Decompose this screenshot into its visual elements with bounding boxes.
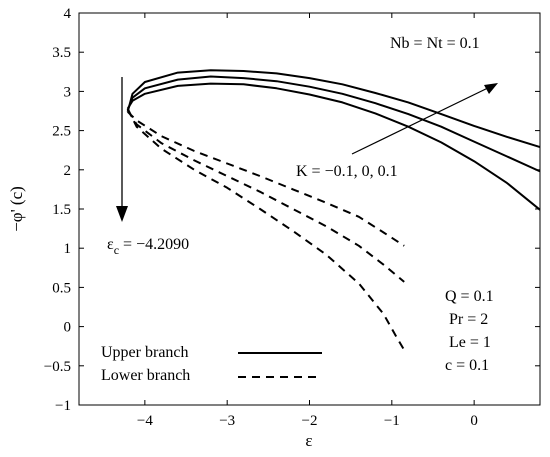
x-tick-label: −1 xyxy=(384,413,400,429)
axis-ticks: −4 −3 −2 −1 0 −1 −0.5 0 0.5 1 1.5 2 2.5 3 3.5 4 xyxy=(44,6,540,429)
x-tick-label: −4 xyxy=(137,413,153,429)
critical-arrow-head xyxy=(116,206,128,222)
y-tick-label: 2.5 xyxy=(52,124,71,140)
y-tick-label: 0.5 xyxy=(52,280,71,296)
y-tick-label: 3 xyxy=(64,84,72,100)
y-tick-label: 2 xyxy=(64,163,72,179)
legend-label-lower: Lower branch xyxy=(101,367,190,384)
x-axis-label: ε xyxy=(305,431,312,450)
y-tick-label: 3.5 xyxy=(52,45,71,61)
x-tick-label: −3 xyxy=(219,413,235,429)
y-tick-label: −1 xyxy=(55,398,71,414)
y-tick-label: 1 xyxy=(64,241,72,257)
nb-nt-arrow xyxy=(351,84,495,155)
legend-label-upper: Upper branch xyxy=(101,344,189,361)
critical-subscript: c xyxy=(114,243,119,257)
nb-nt-annotation: Nb = Nt = 0.1 xyxy=(390,35,480,52)
upper-branch-curve-1 xyxy=(126,69,541,149)
y-tick-label: 1.5 xyxy=(52,202,71,218)
lower-branch-curve-2 xyxy=(126,109,405,283)
param-pr: Pr = 2 xyxy=(449,311,488,328)
param-c: c = 0.1 xyxy=(445,357,489,374)
critical-annotation: εc = −4.2090 xyxy=(107,236,189,257)
y-tick-label: 0 xyxy=(64,320,72,336)
critical-symbol: ε xyxy=(107,236,114,253)
y-tick-label: 4 xyxy=(64,6,72,22)
lower-branch-curve-1 xyxy=(127,111,405,247)
upper-branch-curve-2 xyxy=(126,75,541,173)
upper-branch-curve-3 xyxy=(126,82,541,211)
param-q: Q = 0.1 xyxy=(445,288,494,305)
legend: Upper branch Lower branch xyxy=(101,344,322,384)
k-annotation: K = −0.1, 0, 0.1 xyxy=(296,163,398,180)
y-tick-label: −0.5 xyxy=(44,359,71,375)
series-layer xyxy=(126,69,541,351)
y-axis-label: −φ' (c) xyxy=(7,186,26,232)
lower-branch-curve-3 xyxy=(126,108,406,351)
critical-value: = −4.2090 xyxy=(119,236,189,253)
param-le: Le = 1 xyxy=(449,334,491,351)
x-tick-label: −2 xyxy=(302,413,318,429)
nb-nt-arrow-head xyxy=(484,83,498,94)
parameter-list: Q = 0.1 Pr = 2 Le = 1 c = 0.1 xyxy=(445,288,494,374)
x-tick-label: 0 xyxy=(470,413,478,429)
